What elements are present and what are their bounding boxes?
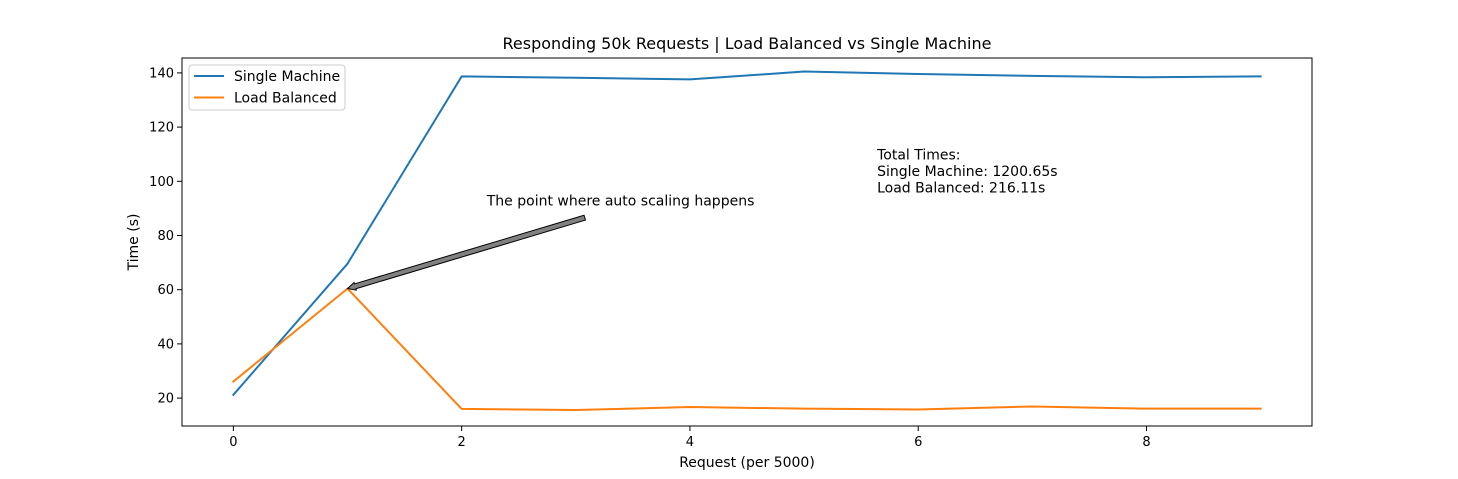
x-tick-label: 6 <box>914 435 922 450</box>
x-axis-label: Request (per 5000) <box>679 455 815 471</box>
annotation-autoscale-text: The point where auto scaling happens <box>486 194 755 210</box>
x-axis-ticks: 0 2 4 6 8 <box>229 426 1151 450</box>
legend-label-2: Load Balanced <box>234 91 337 107</box>
annotation-totals-line-1: Total Times: <box>876 148 960 164</box>
y-tick-label: 40 <box>157 337 174 352</box>
y-tick-label: 120 <box>149 121 174 136</box>
x-tick-label: 0 <box>229 435 237 450</box>
legend-box <box>188 64 346 111</box>
y-tick-label: 60 <box>157 283 174 298</box>
series-line-1 <box>231 70 1262 397</box>
annotation-arrow <box>346 214 587 291</box>
x-tick-label: 8 <box>1142 435 1150 450</box>
plot-frame <box>181 57 1313 427</box>
y-tick-label: 80 <box>157 229 174 244</box>
series-layer <box>231 70 1262 412</box>
y-axis-ticks: 20 40 60 80 100 120 140 <box>149 66 182 407</box>
legend: Single Machine Load Balanced <box>188 64 346 111</box>
annotation-totals-line-3: Load Balanced: 216.11s <box>877 181 1045 197</box>
annotation-layer: The point where auto scaling happens Tota… <box>346 148 1058 291</box>
y-axis-label: Time (s) <box>126 214 142 272</box>
x-tick-label: 4 <box>686 435 694 450</box>
legend-label-1: Single Machine <box>234 69 340 85</box>
annotation-totals-line-2: Single Machine: 1200.65s <box>877 164 1057 180</box>
y-tick-label: 20 <box>157 392 174 407</box>
y-tick-label: 100 <box>149 175 174 190</box>
x-tick-label: 2 <box>458 435 466 450</box>
chart-title: Responding 50k Requests | Load Balanced … <box>503 34 992 53</box>
y-tick-label: 140 <box>149 66 174 81</box>
series-line-2 <box>231 287 1262 412</box>
